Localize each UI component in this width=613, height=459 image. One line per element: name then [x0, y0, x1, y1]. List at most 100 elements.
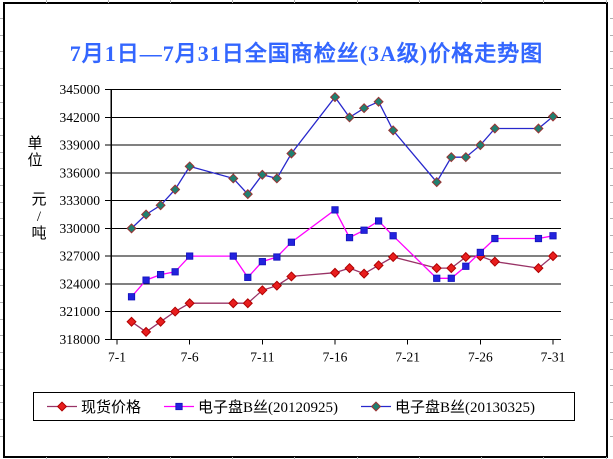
legend-label-spot-price: 现货价格 — [81, 400, 142, 416]
axes — [110, 89, 554, 345]
gridline-artifact — [610, 84, 613, 86]
y-axis-unit-label: 单位 — [27, 136, 43, 169]
gridline-artifact — [610, 385, 613, 387]
contract-20130325-line-marker-icon — [361, 401, 391, 412]
gridline-artifact — [294, 0, 296, 3]
svg-text:7-21: 7-21 — [395, 349, 420, 364]
svg-text:7-31: 7-31 — [541, 349, 566, 364]
series-contract-20130325 — [126, 91, 559, 234]
svg-text:342000: 342000 — [60, 110, 101, 125]
gridline-artifact — [610, 335, 613, 337]
spot-price-line-marker-icon — [47, 401, 77, 412]
gridline-artifact — [610, 51, 613, 53]
series-contract-20130325-line — [131, 96, 554, 229]
gridline-artifact — [419, 456, 420, 459]
series-contract-20130325-markers — [126, 91, 559, 234]
gridline-artifact — [0, 151, 3, 153]
gridline-artifact — [0, 301, 3, 303]
chart-border — [3, 2, 608, 458]
gridline-artifact — [232, 0, 234, 3]
svg-text:321000: 321000 — [60, 304, 101, 319]
series-spot-price-line — [131, 255, 554, 333]
gridline-artifact — [610, 118, 613, 120]
gridline-artifact — [0, 318, 3, 320]
gridline-artifact — [232, 456, 234, 459]
gridline-artifact — [0, 335, 3, 337]
gridline-artifact — [481, 456, 482, 459]
gridline-artifact — [0, 268, 3, 270]
svg-text:7-16: 7-16 — [323, 349, 348, 364]
gridline-artifact — [0, 185, 3, 186]
gridline-artifact — [610, 185, 613, 186]
gridline-artifact — [0, 251, 3, 253]
gridline-artifact — [610, 218, 613, 220]
gridline-artifact — [0, 34, 3, 36]
legend-label-contract-20130325: 电子盘B丝(20130325) — [395, 400, 535, 416]
gridline-artifact — [0, 101, 3, 103]
gridline-artifact — [610, 201, 613, 203]
x-tick-labels: 7-1 7-6 7-11 7-16 7-21 7-26 7-31 — [108, 349, 565, 364]
gridline-artifact — [543, 456, 545, 459]
gridline-artifact — [0, 134, 3, 136]
series-contract-20120925 — [127, 206, 557, 301]
gridline-artifact — [170, 456, 171, 459]
gridline-artifact — [0, 18, 3, 19]
y-gridlines — [105, 89, 561, 340]
gridline-artifact — [610, 418, 613, 420]
series-spot-price — [126, 250, 559, 338]
gridline-artifact — [0, 235, 3, 237]
y-axis-unit-yuan-per-ton: 元 / 吨 — [31, 192, 47, 242]
gridline-artifact — [610, 101, 613, 103]
gridline-artifact — [610, 68, 613, 70]
legend-item-contract-20120925: 电子盘B丝(20120925) — [164, 393, 338, 420]
svg-text:7-6: 7-6 — [181, 349, 199, 364]
chart-title: 7月1日—7月31日全国商检丝(3A级)价格走势图 — [69, 41, 544, 66]
series-contract-20120925-line — [131, 208, 554, 298]
svg-text:318000: 318000 — [60, 332, 101, 347]
legend: 现货价格 电子盘B丝(20120925) 电子盘B丝(20130325) — [33, 392, 575, 421]
legend-label-contract-20120925: 电子盘B丝(20120925) — [198, 400, 338, 416]
gridline-artifact — [45, 456, 47, 459]
gridline-artifact — [610, 285, 613, 287]
series-contract-20120925-markers — [127, 206, 557, 301]
gridline-artifact — [610, 368, 613, 370]
svg-text:7-1: 7-1 — [108, 349, 126, 364]
gridline-artifact — [610, 352, 613, 353]
gridline-artifact — [610, 268, 613, 270]
gridline-artifact — [0, 435, 3, 437]
gridline-artifact — [610, 301, 613, 303]
svg-text:345000: 345000 — [60, 82, 101, 97]
gridline-artifact — [543, 0, 545, 3]
gridline-artifact — [0, 218, 3, 220]
gridline-artifact — [610, 235, 613, 237]
gridline-artifact — [0, 201, 3, 203]
gridline-artifact — [107, 0, 109, 3]
svg-text:324000: 324000 — [60, 276, 101, 291]
gridline-artifact — [0, 285, 3, 287]
gridline-artifact — [605, 0, 607, 3]
legend-item-spot-price: 现货价格 — [47, 393, 141, 420]
gridline-artifact — [0, 418, 3, 420]
y-tick-labels: 345000 342000 339000 336000 333000 330000 3270… — [60, 82, 101, 347]
gridline-artifact — [0, 368, 3, 370]
gridline-artifact — [45, 0, 47, 3]
gridline-artifact — [610, 435, 613, 437]
gridline-artifact — [605, 456, 607, 459]
svg-text:330000: 330000 — [60, 221, 101, 236]
contract-20120925-line-marker-icon — [164, 402, 194, 411]
legend-item-contract-20130325: 电子盘B丝(20130325) — [361, 393, 535, 420]
svg-text:339000: 339000 — [60, 138, 101, 153]
gridline-artifact — [170, 0, 171, 3]
gridline-artifact — [356, 456, 358, 459]
gridline-artifact — [294, 456, 296, 459]
gridline-artifact — [0, 68, 3, 70]
gridline-artifact — [0, 385, 3, 387]
gridline-artifact — [481, 0, 482, 3]
gridline-artifact — [610, 134, 613, 136]
svg-text:333000: 333000 — [60, 193, 101, 208]
gridline-artifact — [0, 168, 3, 170]
gridline-artifact — [419, 0, 420, 3]
gridline-artifact — [610, 151, 613, 153]
